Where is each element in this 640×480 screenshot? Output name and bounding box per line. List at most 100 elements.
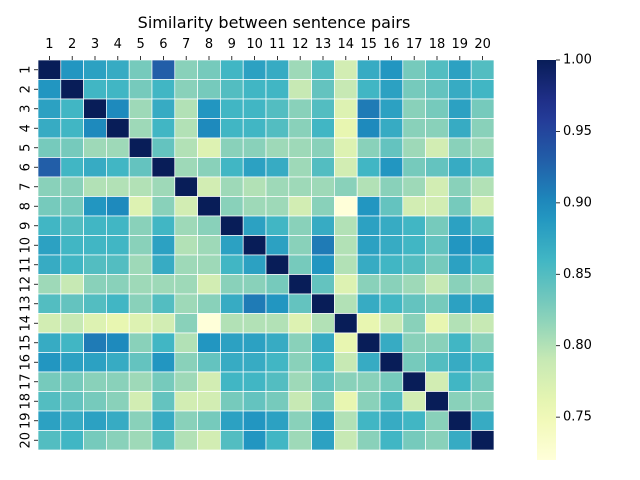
x-tick-label: 17 (406, 37, 423, 52)
heatmap-cell (106, 215, 130, 236)
y-tick-label: 9 (19, 222, 34, 230)
heatmap-cell (220, 176, 244, 197)
heatmap-cell (174, 391, 198, 412)
heatmap-cell (448, 98, 472, 119)
heatmap-cell (151, 235, 176, 256)
heatmap-cell (197, 176, 221, 197)
heatmap-cell (60, 98, 84, 119)
heatmap-cell (128, 391, 153, 412)
x-tick-label: 4 (114, 37, 122, 52)
heatmap-cell (265, 274, 290, 295)
heatmap-cell (151, 430, 176, 451)
heatmap-cell (106, 79, 130, 100)
heatmap-cell (220, 157, 244, 178)
heatmap-cell (334, 371, 358, 392)
heatmap-cell (60, 254, 84, 275)
heatmap-cell (356, 118, 381, 139)
heatmap-cell (425, 118, 449, 139)
heatmap-cell (83, 274, 107, 295)
heatmap-cell (83, 215, 107, 236)
heatmap-cell (242, 274, 267, 295)
heatmap-cell (334, 430, 358, 451)
heatmap-cell (311, 274, 335, 295)
heatmap-cell (470, 430, 495, 451)
heatmap-cell (128, 157, 153, 178)
heatmap-cell (448, 371, 472, 392)
heatmap-cell (60, 176, 84, 197)
heatmap-cell (425, 274, 449, 295)
heatmap-cell (242, 293, 267, 314)
heatmap-cell (37, 352, 62, 373)
heatmap-cell (197, 352, 221, 373)
heatmap-cell (402, 293, 426, 314)
heatmap-cell (448, 118, 472, 139)
heatmap-cell (220, 98, 244, 119)
heatmap-cell (242, 98, 267, 119)
heatmap-cell (334, 313, 358, 334)
heatmap-cell (174, 274, 198, 295)
x-tick-label: 16 (383, 37, 400, 52)
heatmap-cell (356, 352, 381, 373)
heatmap-cell (174, 176, 198, 197)
y-tick-label: 12 (19, 276, 34, 293)
heatmap-cell (60, 274, 84, 295)
heatmap-cell (151, 79, 176, 100)
heatmap-cell (379, 332, 404, 353)
x-tick-label: 10 (246, 37, 263, 52)
heatmap-cell (242, 332, 267, 353)
heatmap-cell (151, 313, 176, 334)
y-tick-label: 19 (19, 412, 34, 429)
heatmap-cell (311, 371, 335, 392)
heatmap-cell (60, 137, 84, 158)
heatmap-cell (106, 118, 130, 139)
heatmap-cell (470, 293, 495, 314)
heatmap-cell (402, 79, 426, 100)
heatmap-cell (448, 352, 472, 373)
y-tick-label: 16 (19, 354, 34, 371)
heatmap-cell (470, 98, 495, 119)
heatmap-cell (334, 352, 358, 373)
heatmap-cell (334, 293, 358, 314)
heatmap-cell (425, 254, 449, 275)
heatmap-cell (379, 196, 404, 217)
heatmap-cell (448, 293, 472, 314)
heatmap-cell (242, 371, 267, 392)
heatmap-cell (128, 235, 153, 256)
heatmap-cell (220, 352, 244, 373)
heatmap-cell (242, 176, 267, 197)
heatmap-cell (37, 391, 62, 412)
heatmap-cell (242, 137, 267, 158)
heatmap-cell (37, 215, 62, 236)
heatmap-cell (37, 196, 62, 217)
heatmap-cell (402, 274, 426, 295)
heatmap-cell (265, 371, 290, 392)
heatmap-cell (402, 313, 426, 334)
heatmap-cell (83, 157, 107, 178)
heatmap-cell (470, 59, 495, 80)
heatmap-cell (311, 176, 335, 197)
heatmap-cell (174, 157, 198, 178)
heatmap-cell (197, 196, 221, 217)
heatmap-cell (242, 118, 267, 139)
y-tick-label: 1 (19, 66, 34, 74)
heatmap-cell (334, 215, 358, 236)
heatmap-cell (425, 332, 449, 353)
heatmap-cell (379, 176, 404, 197)
heatmap-cell (151, 371, 176, 392)
heatmap-cell (402, 215, 426, 236)
heatmap-cell (379, 293, 404, 314)
heatmap-cell (334, 391, 358, 412)
heatmap-cell (220, 196, 244, 217)
heatmap-cell (106, 59, 130, 80)
heatmap-cell (379, 254, 404, 275)
heatmap-cell (334, 176, 358, 197)
heatmap-cell (220, 215, 244, 236)
heatmap-cell (128, 215, 153, 236)
heatmap-cell (265, 79, 290, 100)
heatmap-cell (128, 371, 153, 392)
heatmap-cell (311, 157, 335, 178)
heatmap-cell (106, 254, 130, 275)
heatmap-cell (106, 410, 130, 431)
heatmap-cell (106, 352, 130, 373)
